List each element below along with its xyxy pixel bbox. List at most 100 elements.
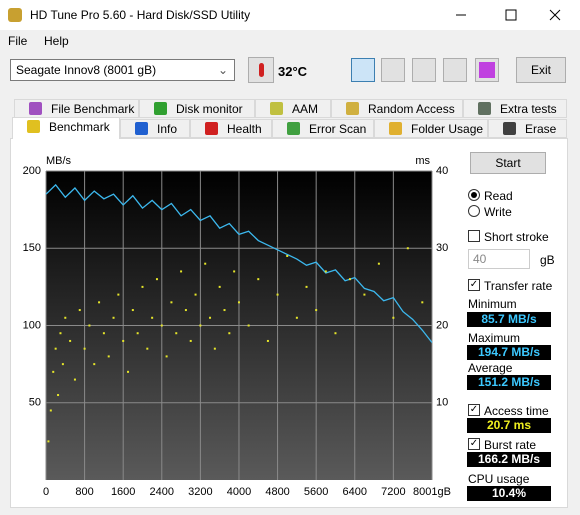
access-time-point xyxy=(83,347,86,350)
access-time-point xyxy=(204,262,207,265)
tab[interactable]: Error Scan xyxy=(272,119,374,138)
access-time-point xyxy=(305,285,308,288)
radio-write[interactable] xyxy=(468,205,480,217)
access-time-point xyxy=(170,301,173,304)
access-time-point xyxy=(78,309,81,312)
tab[interactable]: Erase xyxy=(488,119,567,138)
stat-value: 85.7 MB/s xyxy=(467,312,551,327)
burst-rate-checkbox[interactable]: ✓ xyxy=(468,438,480,450)
access-time-point xyxy=(127,370,130,373)
transfer-rate-label: Transfer rate xyxy=(484,279,553,293)
access-time-point xyxy=(377,262,380,265)
y2-tick-label: 40 xyxy=(436,165,448,177)
stat-label: Maximum xyxy=(468,331,521,345)
access-time-point xyxy=(57,394,60,397)
tab[interactable]: Extra tests xyxy=(463,99,567,118)
tab[interactable]: Random Access xyxy=(331,99,463,118)
x-tick-label: 2400 xyxy=(150,486,174,498)
tab-active[interactable]: Benchmark xyxy=(12,117,120,139)
save-button[interactable] xyxy=(475,58,499,82)
tab-label: Benchmark xyxy=(49,120,110,134)
access-time-point xyxy=(257,278,260,281)
short-stroke-checkbox[interactable] xyxy=(468,230,480,242)
access-time-point xyxy=(406,247,409,250)
x-tick-label: 4800 xyxy=(265,486,289,498)
access-time-point xyxy=(324,270,327,273)
window-controls[interactable] xyxy=(440,0,580,30)
stroke-size: 40 xyxy=(473,252,487,266)
x-tick-label: 0 xyxy=(43,486,49,498)
temperature-button[interactable] xyxy=(248,57,274,83)
access-time-point xyxy=(247,324,250,327)
tab[interactable]: File Benchmark xyxy=(14,99,139,118)
access-time-point xyxy=(213,347,216,350)
tab-label: Random Access xyxy=(368,102,455,116)
tab-label: Extra tests xyxy=(500,102,557,116)
y2-tick-label: 30 xyxy=(436,242,448,254)
x-tick-label: 800 xyxy=(75,486,93,498)
x-tick-label: 8001gB xyxy=(413,486,451,498)
tab[interactable]: Info xyxy=(120,119,190,138)
access-time-point xyxy=(59,332,62,335)
access-time-point xyxy=(54,347,57,350)
menu-file[interactable]: File xyxy=(8,34,28,48)
access-time-point xyxy=(315,309,318,312)
chart: MB/s ms 0 800 1600 2400 3200 4000 4800 5600 6400… xyxy=(23,155,451,498)
access-time-point xyxy=(334,332,337,335)
access-time-point xyxy=(228,332,231,335)
tab-label: File Benchmark xyxy=(51,102,135,116)
exit-button[interactable]: Exit xyxy=(516,57,566,83)
access-time-point xyxy=(348,278,351,281)
access-time-point xyxy=(286,254,289,257)
access-time-point xyxy=(237,301,240,304)
tab[interactable]: Health xyxy=(190,119,272,138)
access-time-point xyxy=(107,355,110,358)
stat-label: Minimum xyxy=(468,297,517,311)
menu-help[interactable]: Help xyxy=(44,34,69,48)
access-time-point xyxy=(363,293,366,296)
start-button[interactable]: Start xyxy=(470,152,546,174)
x-tick-label: 6400 xyxy=(343,486,367,498)
access-time-point xyxy=(131,309,134,312)
x-tick-label: 7200 xyxy=(381,486,405,498)
access-time-label: Access time xyxy=(484,404,549,418)
x-tick-label: 5600 xyxy=(304,486,328,498)
tab-label: Health xyxy=(227,122,262,136)
transfer-rate-checkbox[interactable]: ✓ xyxy=(468,279,480,291)
y-tick-label: 200 xyxy=(23,165,41,177)
tab[interactable]: Folder Usage xyxy=(374,119,488,138)
short-stroke-label: Short stroke xyxy=(484,230,549,244)
tab-label: Disk monitor xyxy=(176,102,243,116)
y-tick-label: 100 xyxy=(23,319,41,331)
drive-name: Seagate Innov8 (8001 gB) xyxy=(16,63,157,77)
tab[interactable]: Disk monitor xyxy=(139,99,255,118)
access-time-point xyxy=(69,339,72,342)
options-button[interactable] xyxy=(443,58,467,82)
tab[interactable]: AAM xyxy=(255,99,331,118)
screenshot-button[interactable] xyxy=(412,58,436,82)
x-tick-label: 3200 xyxy=(188,486,212,498)
access-time-point xyxy=(112,316,115,319)
tab-label: Error Scan xyxy=(309,122,367,136)
access-time-checkbox[interactable]: ✓ xyxy=(468,404,480,416)
burst-rate-value: 166.2 MB/s xyxy=(467,452,551,467)
access-time-point xyxy=(180,270,183,273)
burst-rate-label: Burst rate xyxy=(484,438,537,452)
access-time-point xyxy=(199,324,202,327)
access-time-point xyxy=(146,347,149,350)
access-time-point xyxy=(98,301,101,304)
access-time-point xyxy=(276,293,279,296)
access-time-point xyxy=(218,285,221,288)
access-time-point xyxy=(117,293,120,296)
radio-read[interactable] xyxy=(468,189,480,201)
access-time-point xyxy=(122,339,125,342)
stat-label: Average xyxy=(468,361,513,375)
access-time-value: 20.7 ms xyxy=(467,418,551,433)
access-time-point xyxy=(47,440,50,443)
transfer-rate-line xyxy=(45,183,433,343)
drive-select[interactable]: Seagate Innov8 (8001 gB) ⌄ xyxy=(10,59,235,81)
copy-graph-button[interactable] xyxy=(381,58,405,82)
copy-button[interactable] xyxy=(351,58,375,82)
stroke-size-input[interactable]: 40 xyxy=(468,249,530,269)
